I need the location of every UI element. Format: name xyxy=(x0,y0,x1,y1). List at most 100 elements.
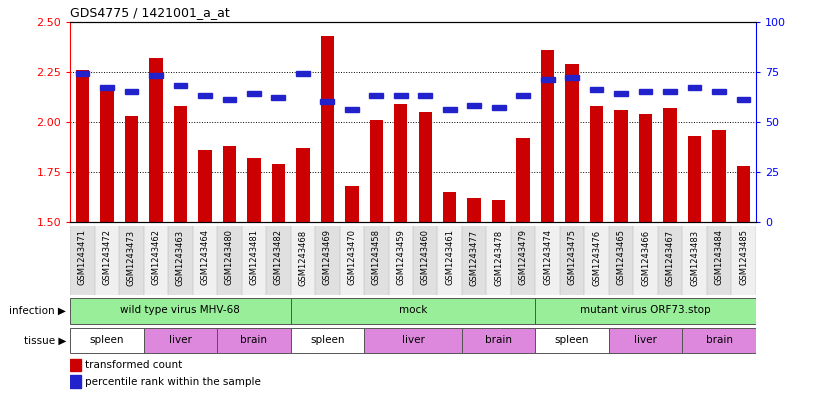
Bar xyxy=(634,226,657,295)
Bar xyxy=(443,107,457,112)
Text: GSM1243466: GSM1243466 xyxy=(641,230,650,286)
Bar xyxy=(712,89,726,94)
Text: GSM1243463: GSM1243463 xyxy=(176,230,185,286)
Bar xyxy=(173,106,188,222)
Bar xyxy=(125,89,138,94)
Bar xyxy=(315,226,339,295)
Bar xyxy=(173,83,188,88)
Bar xyxy=(731,226,756,295)
Text: GSM1243484: GSM1243484 xyxy=(714,230,724,285)
Bar xyxy=(657,226,682,295)
Bar xyxy=(70,328,144,353)
Bar xyxy=(394,104,407,222)
Bar xyxy=(320,36,334,222)
Bar xyxy=(663,89,677,94)
Text: GSM1243469: GSM1243469 xyxy=(323,230,332,285)
Text: percentile rank within the sample: percentile rank within the sample xyxy=(85,377,260,387)
Bar xyxy=(345,107,358,112)
Bar xyxy=(560,226,585,295)
Bar xyxy=(76,70,89,222)
Bar xyxy=(70,298,291,323)
Bar xyxy=(638,89,653,94)
Bar xyxy=(119,226,144,295)
Bar xyxy=(737,97,750,102)
Text: GSM1243483: GSM1243483 xyxy=(690,230,699,286)
Text: GSM1243468: GSM1243468 xyxy=(298,230,307,286)
Text: GSM1243482: GSM1243482 xyxy=(274,230,282,285)
Text: GSM1243460: GSM1243460 xyxy=(420,230,430,285)
Text: infection ▶: infection ▶ xyxy=(9,306,66,316)
Text: spleen: spleen xyxy=(90,335,124,345)
Bar xyxy=(638,114,653,222)
Bar xyxy=(462,328,535,353)
Bar xyxy=(615,110,628,222)
Text: GSM1243470: GSM1243470 xyxy=(347,230,356,285)
Bar xyxy=(198,94,211,98)
Bar xyxy=(291,226,315,295)
Text: GSM1243471: GSM1243471 xyxy=(78,230,87,285)
Bar xyxy=(364,226,388,295)
Bar xyxy=(419,94,432,98)
Bar xyxy=(100,85,114,90)
Text: brain: brain xyxy=(240,335,268,345)
Bar xyxy=(516,138,530,222)
Text: GSM1243472: GSM1243472 xyxy=(102,230,112,285)
Bar xyxy=(345,186,358,222)
Bar xyxy=(468,103,481,108)
Bar xyxy=(663,108,676,222)
Bar xyxy=(609,226,634,295)
Text: GSM1243459: GSM1243459 xyxy=(396,230,406,285)
Bar xyxy=(125,116,138,222)
Text: wild type virus MHV-68: wild type virus MHV-68 xyxy=(121,305,240,315)
Text: GSM1243479: GSM1243479 xyxy=(519,230,528,285)
Bar xyxy=(615,91,628,96)
Bar xyxy=(511,226,535,295)
Text: GSM1243467: GSM1243467 xyxy=(666,230,675,286)
Text: liver: liver xyxy=(401,335,425,345)
Bar xyxy=(541,77,554,82)
Bar xyxy=(535,298,756,323)
Bar xyxy=(70,226,95,295)
Text: spleen: spleen xyxy=(555,335,590,345)
Bar xyxy=(149,73,163,78)
Bar xyxy=(217,328,291,353)
Text: mock: mock xyxy=(399,305,427,315)
Bar xyxy=(70,359,81,371)
Bar xyxy=(296,148,310,222)
Text: liver: liver xyxy=(169,335,192,345)
Bar xyxy=(541,50,554,222)
Bar xyxy=(76,71,89,76)
Bar xyxy=(707,226,731,295)
Bar xyxy=(223,146,236,222)
Text: transformed count: transformed count xyxy=(85,360,182,370)
Bar xyxy=(95,226,119,295)
Bar xyxy=(144,328,217,353)
Bar xyxy=(296,71,310,76)
Text: GSM1243481: GSM1243481 xyxy=(249,230,259,285)
Bar xyxy=(291,328,364,353)
Text: liver: liver xyxy=(634,335,657,345)
Bar xyxy=(266,226,291,295)
Text: GSM1243476: GSM1243476 xyxy=(592,230,601,286)
Text: GSM1243473: GSM1243473 xyxy=(127,230,136,286)
Bar xyxy=(388,226,413,295)
Text: tissue ▶: tissue ▶ xyxy=(24,335,66,345)
Bar xyxy=(609,328,682,353)
Bar xyxy=(242,226,266,295)
Bar xyxy=(247,158,260,222)
Bar xyxy=(565,75,579,80)
Bar xyxy=(590,87,604,92)
Text: GSM1243462: GSM1243462 xyxy=(151,230,160,285)
Bar xyxy=(144,226,169,295)
Bar xyxy=(487,226,511,295)
Bar xyxy=(516,94,530,98)
Bar xyxy=(468,198,481,222)
Text: brain: brain xyxy=(485,335,512,345)
Bar xyxy=(443,192,457,222)
Text: spleen: spleen xyxy=(310,335,344,345)
Bar xyxy=(100,88,114,222)
Bar xyxy=(217,226,242,295)
Bar xyxy=(369,120,383,222)
Bar xyxy=(566,64,579,222)
Text: GSM1243480: GSM1243480 xyxy=(225,230,234,285)
